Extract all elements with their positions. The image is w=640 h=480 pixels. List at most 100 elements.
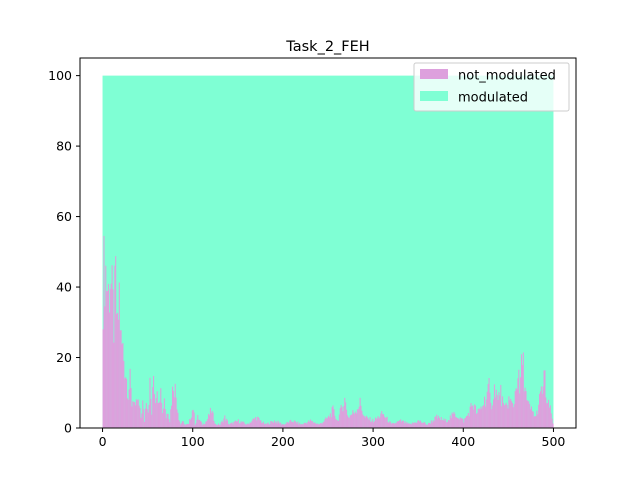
- bar-not-modulated: [305, 422, 307, 428]
- bar-not-modulated: [429, 423, 431, 428]
- bar-not-modulated: [519, 393, 521, 428]
- bar-not-modulated: [349, 415, 351, 428]
- bar-not-modulated: [458, 419, 460, 428]
- bar-not-modulated: [219, 424, 221, 428]
- bar-not-modulated: [527, 400, 529, 428]
- bar-not-modulated: [129, 368, 131, 428]
- bar-not-modulated: [497, 400, 499, 428]
- bar-not-modulated: [185, 424, 187, 428]
- bar-not-modulated: [194, 425, 196, 428]
- bar-not-modulated: [309, 419, 312, 428]
- bar-not-modulated: [394, 422, 396, 428]
- bar-not-modulated: [520, 354, 523, 428]
- bar-not-modulated: [135, 405, 137, 428]
- bar-not-modulated: [359, 397, 361, 428]
- bar-not-modulated: [502, 396, 504, 428]
- bar-not-modulated: [447, 420, 449, 428]
- bar-not-modulated: [529, 403, 531, 428]
- bar-not-modulated: [141, 413, 143, 428]
- bar-not-modulated: [217, 423, 220, 428]
- bar-not-modulated: [213, 421, 215, 428]
- bar-not-modulated: [336, 419, 338, 428]
- bar-not-modulated: [301, 424, 303, 428]
- bar-not-modulated: [308, 420, 310, 428]
- bar-not-modulated: [498, 392, 500, 428]
- bar-not-modulated: [178, 420, 180, 428]
- bar-not-modulated: [204, 423, 206, 428]
- bar-not-modulated: [263, 421, 265, 428]
- bar-not-modulated: [479, 409, 481, 428]
- legend-frame: [413, 62, 570, 112]
- bar-not-modulated: [378, 418, 380, 428]
- bar-not-modulated: [323, 421, 325, 428]
- bar-not-modulated: [181, 423, 183, 428]
- bar-not-modulated: [524, 387, 526, 428]
- bar-not-modulated: [426, 424, 428, 428]
- bar-not-modulated: [324, 419, 326, 428]
- bar-not-modulated: [405, 423, 407, 428]
- bar-not-modulated: [414, 422, 416, 428]
- bar-not-modulated: [500, 384, 502, 428]
- bar-not-modulated: [495, 389, 497, 428]
- bar-not-modulated: [258, 418, 260, 428]
- bar-not-modulated: [535, 416, 537, 428]
- bar-not-modulated: [347, 417, 349, 428]
- bar-not-modulated: [467, 413, 469, 428]
- bar-not-modulated: [176, 409, 178, 428]
- bar-not-modulated: [297, 421, 299, 428]
- bar-not-modulated: [360, 405, 362, 428]
- bar-not-modulated: [330, 417, 332, 428]
- bar-not-modulated: [371, 421, 373, 428]
- bar-not-modulated: [262, 422, 264, 428]
- bar-not-modulated: [159, 401, 161, 428]
- bar-not-modulated: [475, 413, 477, 428]
- bar-not-modulated: [214, 423, 216, 428]
- bar-not-modulated: [506, 404, 508, 428]
- bar-not-modulated: [142, 400, 144, 428]
- bar-not-modulated: [206, 421, 208, 428]
- bar-not-modulated: [245, 424, 247, 428]
- bar-not-modulated: [236, 421, 238, 428]
- bar-not-modulated: [147, 412, 149, 428]
- bar-not-modulated: [413, 422, 415, 428]
- bar-not-modulated: [277, 420, 279, 428]
- bar-not-modulated: [136, 400, 138, 428]
- bar-not-modulated: [480, 406, 482, 428]
- bar-not-modulated: [340, 405, 342, 428]
- bar-not-modulated: [460, 418, 462, 428]
- bar-not-modulated: [197, 414, 199, 428]
- bar-not-modulated: [401, 421, 403, 428]
- bar-not-modulated: [525, 391, 527, 428]
- bar-not-modulated: [234, 421, 236, 428]
- bar-not-modulated: [232, 424, 234, 428]
- bar-not-modulated: [238, 423, 240, 428]
- bar-not-modulated: [461, 417, 463, 428]
- bar-not-modulated: [487, 383, 489, 428]
- bar-not-modulated: [548, 399, 550, 428]
- bar-not-modulated: [199, 420, 201, 428]
- bar-not-modulated: [287, 422, 289, 428]
- bar-not-modulated: [366, 417, 368, 428]
- bar-not-modulated: [493, 384, 495, 428]
- bar-not-modulated: [310, 421, 312, 428]
- bar-not-modulated: [222, 422, 224, 428]
- bar-not-modulated: [319, 423, 321, 428]
- bar-not-modulated: [126, 398, 128, 428]
- bar-not-modulated: [263, 424, 266, 428]
- bar-not-modulated: [300, 424, 302, 428]
- bar-not-modulated: [174, 383, 176, 428]
- bar-not-modulated: [399, 420, 401, 428]
- bar-not-modulated: [444, 420, 446, 428]
- bar-not-modulated: [446, 422, 448, 428]
- bar-not-modulated: [350, 414, 352, 428]
- bar-not-modulated: [544, 370, 546, 428]
- bar-not-modulated: [507, 408, 509, 428]
- bar-not-modulated: [543, 370, 545, 428]
- bar-not-modulated: [212, 412, 214, 428]
- bar-not-modulated: [430, 420, 432, 428]
- bar-not-modulated: [317, 423, 319, 428]
- bar-not-modulated: [283, 424, 285, 428]
- bar-not-modulated: [457, 418, 459, 428]
- bar-not-modulated: [321, 423, 323, 428]
- bar-not-modulated: [102, 329, 104, 428]
